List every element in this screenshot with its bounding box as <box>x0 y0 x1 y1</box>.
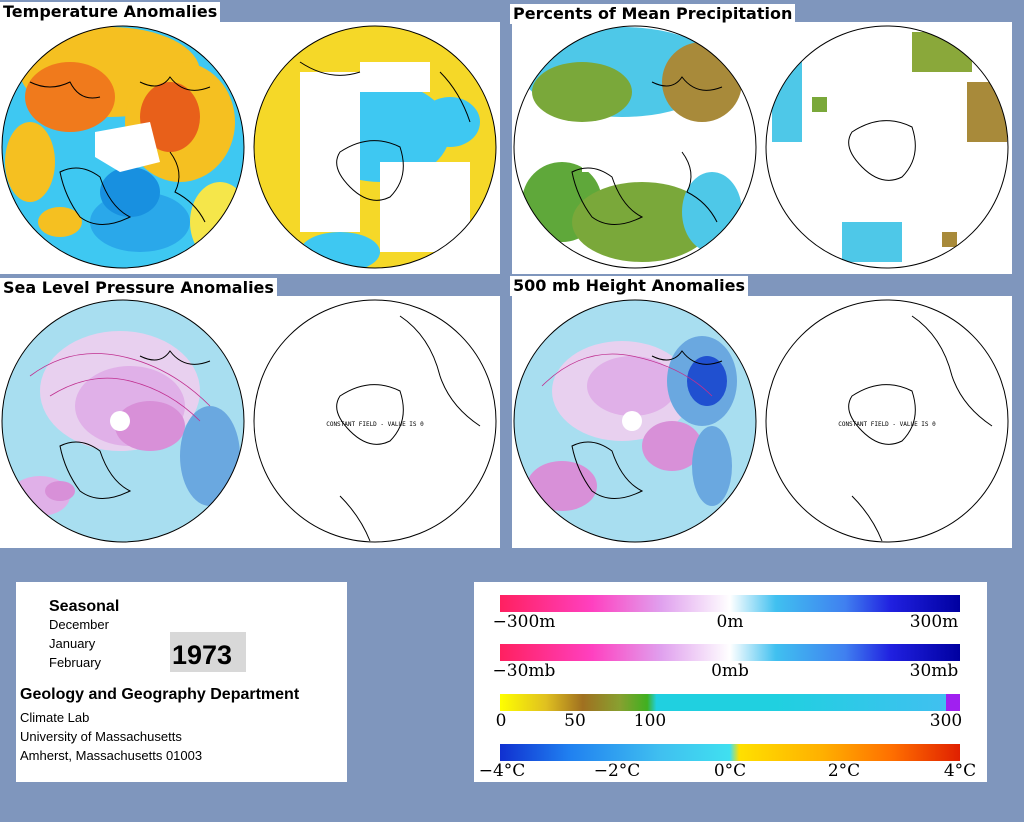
slp-maps: CONSTANT FIELD - VALUE IS 0 <box>1 299 497 543</box>
precipitation-south-globe <box>766 26 1008 268</box>
temp-colorbar <box>500 744 960 761</box>
height-label-max: 300m <box>909 612 959 632</box>
precip-label-50: 50 <box>564 711 586 731</box>
year-box <box>170 632 246 672</box>
precipitation-maps <box>513 25 1009 269</box>
lab: Climate Lab <box>20 710 90 725</box>
height-label-min: −300m <box>492 612 556 632</box>
university: University of Massachusetts <box>20 729 182 744</box>
height500-panel: CONSTANT FIELD - VALUE IS 0 <box>512 296 1012 548</box>
precipitation-panel <box>512 22 1012 274</box>
slp-constant-note: CONSTANT FIELD - VALUE IS 0 <box>326 421 424 428</box>
height-colorbar <box>500 595 960 612</box>
year: 1973 <box>172 640 233 670</box>
month-2: January <box>49 636 96 651</box>
season-label: Seasonal <box>49 598 120 615</box>
slp-label-zero: 0mb <box>711 661 749 681</box>
temp-label-plus2: 2°C <box>827 761 861 781</box>
slp-label-max: 30mb <box>909 661 959 681</box>
precip-colorbar <box>500 694 960 711</box>
height500-north-globe <box>514 300 756 542</box>
temperature-maps <box>1 25 497 269</box>
slp-panel: CONSTANT FIELD - VALUE IS 0 <box>0 296 500 548</box>
legend-box: −300m 0m 300m −30mb 0mb 30mb 0 50 100 30… <box>474 582 987 782</box>
month-3: February <box>49 655 102 670</box>
slp-label-min: −30mb <box>492 661 556 681</box>
temp-label-plus4: 4°C <box>943 761 977 781</box>
precipitation-title: Percents of Mean Precipitation <box>510 4 796 24</box>
slp-colorbar <box>500 644 960 661</box>
precip-label-100: 100 <box>633 711 667 731</box>
temperature-title: Temperature Anomalies <box>0 2 221 22</box>
month-1: December <box>49 617 109 632</box>
precipitation-north-globe <box>514 26 756 268</box>
department: Geology and Geography Department <box>20 686 300 703</box>
temp-label-minus4: −4°C <box>478 761 526 781</box>
temperature-south-globe <box>254 26 496 268</box>
height-label-zero: 0m <box>716 612 744 632</box>
precip-label-0: 0 <box>495 711 507 731</box>
height500-maps: CONSTANT FIELD - VALUE IS 0 <box>513 299 1009 543</box>
slp-north-globe <box>2 300 244 542</box>
precip-label-300: 300 <box>929 711 963 731</box>
temperature-north-globe <box>2 26 244 268</box>
info-box: Seasonal December January February 1973 … <box>16 582 347 782</box>
slp-title: Sea Level Pressure Anomalies <box>0 278 277 298</box>
address: Amherst, Massachusetts 01003 <box>20 748 203 763</box>
height500-title: 500 mb Height Anomalies <box>510 276 749 296</box>
temp-label-zero: 0°C <box>713 761 747 781</box>
temperature-panel <box>0 22 500 274</box>
temp-label-minus2: −2°C <box>593 761 641 781</box>
height500-constant-note: CONSTANT FIELD - VALUE IS 0 <box>838 421 936 428</box>
